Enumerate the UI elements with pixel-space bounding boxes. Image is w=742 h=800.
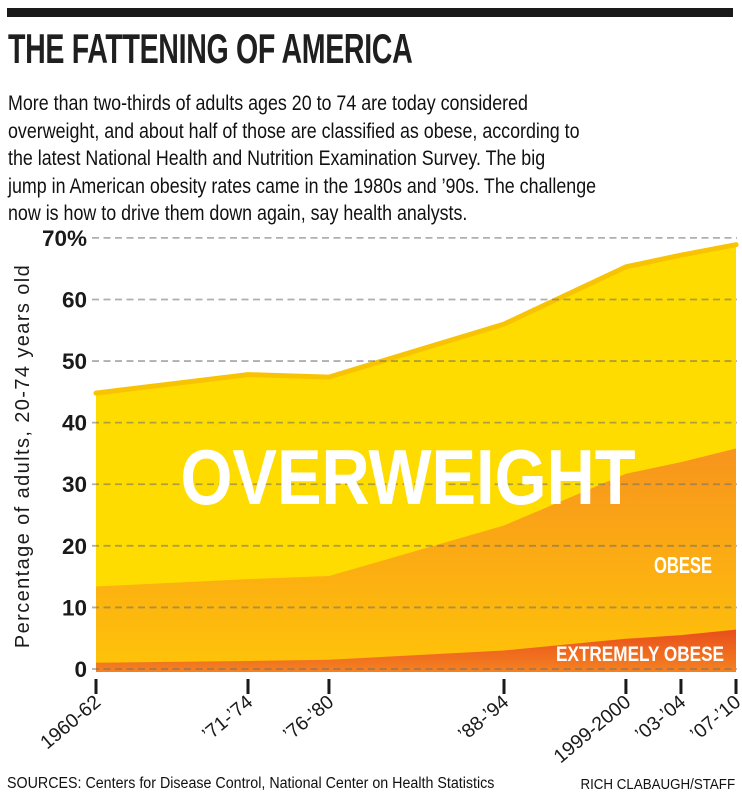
- intro-line: the latest National Health and Nutrition…: [8, 147, 546, 170]
- y-tick-label: 10: [62, 595, 87, 620]
- area-label-obese: OBESE: [654, 552, 712, 578]
- y-axis-title: Percentage of adults, 20-74 years old: [12, 264, 34, 648]
- intro-line: More than two-thirds of adults ages 20 t…: [8, 92, 528, 115]
- x-tick-label: 1999-2000: [550, 691, 636, 768]
- x-tick-label: ’71-’74: [198, 691, 257, 746]
- top-black-bar: [7, 8, 733, 17]
- intro-line: jump in American obesity rates came in t…: [8, 174, 597, 198]
- area-label-overweight: OVERWEIGHT: [181, 433, 636, 521]
- page-title: THE FATTENING OF AMERICA: [8, 25, 413, 72]
- intro-line: now is how to drive them down again, say…: [8, 202, 468, 225]
- y-tick-label: 50: [62, 349, 87, 374]
- credit-note: RICH CLABAUGH/STAFF: [580, 777, 735, 793]
- x-tick-label: ’76-’80: [279, 691, 338, 746]
- area-extremely-obese: [96, 629, 736, 672]
- area-label-extremely-obese: EXTREMELY OBESE: [556, 643, 724, 666]
- y-tick-label: 20: [62, 534, 87, 559]
- intro-paragraph: More than two-thirds of adults ages 20 t…: [8, 90, 700, 228]
- x-tick-label: 1960-62: [36, 691, 105, 754]
- area-obese: [96, 448, 736, 672]
- x-tick-label: ’88-’94: [454, 691, 513, 746]
- y-tick-label: 30: [62, 472, 87, 497]
- intro-line: overweight, and about half of those are …: [8, 119, 580, 143]
- y-tick-label: 70%: [42, 226, 87, 251]
- y-tick-label: 40: [62, 411, 87, 436]
- y-tick-label: 0: [74, 657, 87, 682]
- overweight-trend-line: [93, 242, 739, 396]
- x-tick-label: ’03-’04: [631, 691, 690, 746]
- x-tick-label: ’07-’10: [686, 691, 742, 746]
- sources-note: SOURCES: Centers for Disease Control, Na…: [7, 775, 495, 792]
- y-tick-label: 60: [62, 287, 87, 312]
